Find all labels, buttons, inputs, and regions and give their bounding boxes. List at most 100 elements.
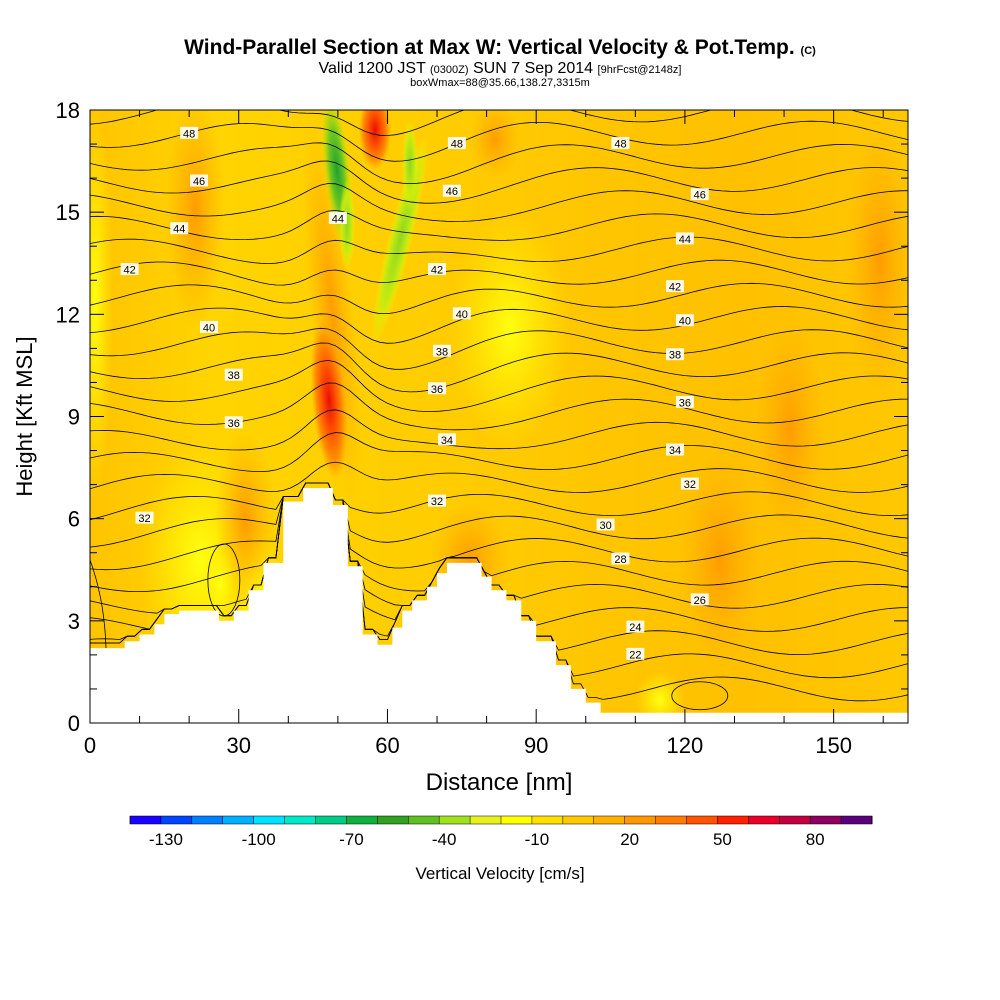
contour-label-text: 48 <box>451 139 463 151</box>
y-tick-label: 15 <box>56 200 80 225</box>
contour-label: 36 <box>675 395 694 409</box>
colorbar-swatch <box>253 816 286 824</box>
x-tick-label: 120 <box>667 733 704 758</box>
contour-label: 38 <box>665 348 684 362</box>
x-tick-label: 150 <box>815 733 852 758</box>
contour-label-text: 36 <box>228 418 240 430</box>
contour-label: 46 <box>190 174 209 188</box>
x-tick-label: 0 <box>84 733 96 758</box>
colorbar-swatch <box>624 816 657 824</box>
contour-label: 38 <box>432 344 451 358</box>
contour-label-text: 36 <box>431 384 443 396</box>
colorbar-label: Vertical Velocity [cm/s] <box>415 864 585 883</box>
contour-label-text: 40 <box>203 322 215 334</box>
contour-label-text: 42 <box>124 265 136 277</box>
theta-contour-line <box>90 432 908 473</box>
contour-label-text: 40 <box>456 309 468 321</box>
colorbar-swatch <box>810 816 842 824</box>
contour-label: 26 <box>690 593 709 607</box>
colorbar-swatch <box>748 816 780 824</box>
colorbar-swatch <box>655 816 687 824</box>
theta-contour-line <box>90 482 908 592</box>
contour-label-text: 42 <box>431 265 443 277</box>
potential-temperature-contours <box>90 110 908 711</box>
colorbar-swatch <box>408 816 440 824</box>
contour-labels: 48 46 44 42 40 38 36 32 48 46 44 42 40 38 36 34 32 48 46 44… <box>120 126 709 661</box>
theta-contour-line <box>90 142 908 185</box>
contour-label-text: 34 <box>441 435 453 447</box>
contour-label: 46 <box>442 184 461 198</box>
theta-contour-line <box>90 409 908 451</box>
contour-label-text: 42 <box>669 282 681 294</box>
contour-label: 42 <box>428 263 447 277</box>
contour-label-text: 28 <box>614 554 626 566</box>
theta-contour-line <box>90 183 908 222</box>
x-tick-label: 30 <box>226 733 250 758</box>
colorbar-swatch <box>470 816 502 824</box>
contour-label-text: 26 <box>694 595 706 607</box>
colorbar-swatch <box>686 816 718 824</box>
theta-contour-line <box>90 482 908 614</box>
theta-contour-line <box>90 461 908 493</box>
box-max-info: boxWmax=88@35.66,138.27,3315m <box>410 77 590 89</box>
chart-title: Wind-Parallel Section at Max W: Vertical… <box>184 36 816 59</box>
colorbar-tick-label: -100 <box>242 830 276 849</box>
colorbar-swatch <box>531 816 564 824</box>
contour-label-text: 46 <box>193 176 205 188</box>
contour-label: 44 <box>170 222 189 236</box>
contour-label: 30 <box>596 518 615 532</box>
contour-label-text: 38 <box>228 370 240 382</box>
weak-updraft-region <box>90 110 113 500</box>
contour-label: 32 <box>428 494 447 508</box>
colorbar-swatch <box>377 816 409 824</box>
theta-contour-line <box>90 327 908 370</box>
theta-contour-line <box>90 482 908 571</box>
y-tick-label: 9 <box>68 405 80 430</box>
contour-label: 48 <box>180 126 199 140</box>
theta-contour-line <box>90 342 908 393</box>
downdraft-region <box>339 180 355 270</box>
updraft-region <box>680 450 760 670</box>
colorbar-swatch <box>160 816 193 824</box>
contour-label: 24 <box>626 620 645 634</box>
colorbar-swatch <box>191 816 224 824</box>
y-tick-label: 0 <box>68 711 80 736</box>
colorbar-swatch <box>562 816 595 824</box>
contour-label-text: 32 <box>684 479 696 491</box>
weak-updraft-region <box>450 210 570 450</box>
x-tick-label: 60 <box>375 733 399 758</box>
y-tick-label: 18 <box>56 98 80 123</box>
colorbar-swatch <box>222 816 255 824</box>
theta-contour-line <box>90 160 908 204</box>
colorbar-tick-label: -70 <box>339 830 364 849</box>
weak-updraft-region <box>202 545 238 625</box>
contour-label-text: 44 <box>173 224 185 236</box>
theta-contour-line <box>90 306 908 344</box>
contour-label-text: 38 <box>436 346 448 358</box>
contour-label-text: 36 <box>679 397 691 409</box>
contour-label: 34 <box>665 443 684 457</box>
updraft-core <box>359 110 391 170</box>
contour-label-text: 30 <box>599 520 611 532</box>
colorbar-tick-label: -130 <box>149 830 183 849</box>
terrain-mask <box>90 488 908 723</box>
y-axis-label: Height [Kft MSL] <box>12 336 37 496</box>
colorbar-swatch <box>717 816 749 824</box>
theta-contour-line <box>90 482 908 521</box>
contour-label: 22 <box>626 647 645 661</box>
colorbar-swatch <box>841 816 873 824</box>
contour-label-text: 38 <box>669 350 681 362</box>
contour-label: 48 <box>447 137 466 151</box>
updraft-region <box>845 120 908 400</box>
colorbar-swatch <box>501 816 533 824</box>
theta-contour-line <box>90 209 908 241</box>
updraft-region <box>755 320 825 540</box>
contour-label-text: 46 <box>694 190 706 202</box>
contour-label-text: 22 <box>629 649 641 661</box>
contour-label: 40 <box>199 320 218 334</box>
contour-label-text: 32 <box>138 513 150 525</box>
contour-label-text: 34 <box>669 445 681 457</box>
contour-label: 42 <box>120 263 139 277</box>
theta-contour-line <box>90 120 908 162</box>
